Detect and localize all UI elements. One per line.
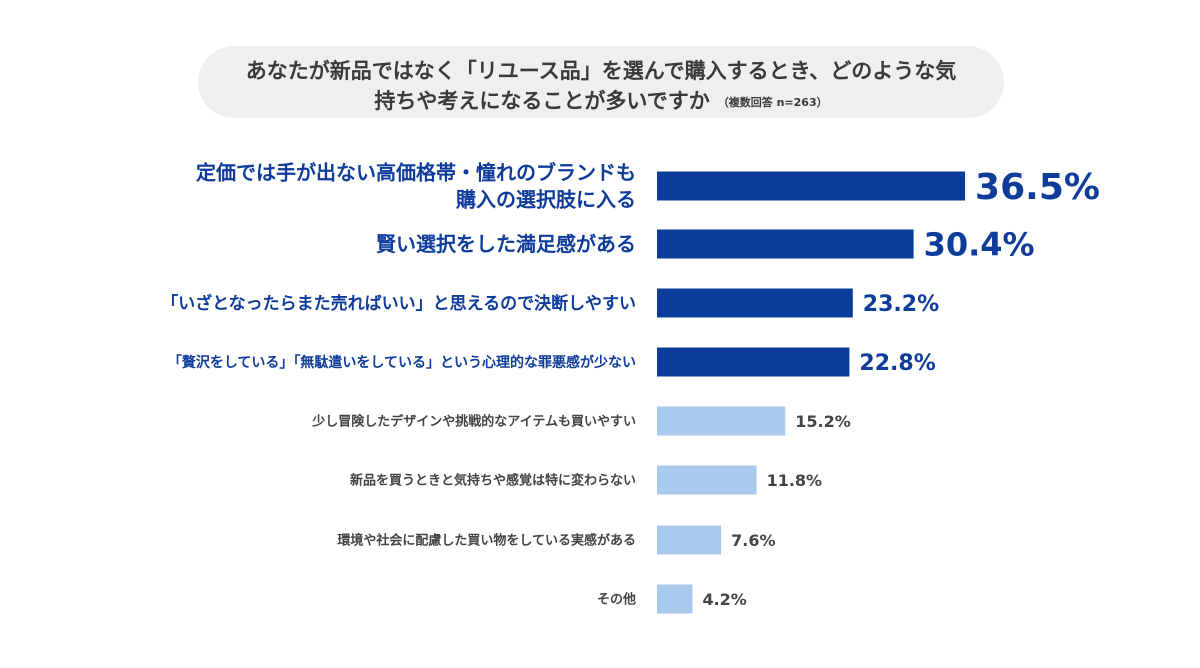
value-label-6: 11.8% bbox=[767, 471, 823, 490]
category-label-4-line-1: 「贅沢をしている」「無駄遣いをしている」という心理的な罪悪感が少ない bbox=[168, 354, 636, 371]
category-label-1-line-1: 定価では手が出ない高価格帯・憧れのブランドも bbox=[196, 161, 636, 185]
bar-7 bbox=[657, 525, 722, 555]
category-label-8: その他 bbox=[597, 592, 636, 608]
value-label-7: 7.6% bbox=[731, 531, 775, 550]
category-label-2-line-1: 賢い選択をした満足感がある bbox=[376, 232, 636, 256]
bar-3 bbox=[657, 288, 853, 318]
bar-1 bbox=[657, 171, 966, 201]
category-label-1-line-2: 購入の選択肢に入る bbox=[456, 188, 636, 212]
value-label-8: 4.2% bbox=[702, 590, 746, 609]
value-label-1: 36.5% bbox=[975, 167, 1100, 208]
chart-title-line2-text: 持ちや考えになることが多いですか bbox=[374, 89, 710, 113]
value-label-5: 15.2% bbox=[795, 412, 851, 431]
category-label-7-line-1: 環境や社会に配慮した買い物をしている実感がある bbox=[337, 533, 636, 549]
chart-title-line1: あなたが新品ではなく「リユース品」を選んで購入するとき、どのような気 bbox=[245, 59, 957, 83]
value-label-4: 22.8% bbox=[859, 351, 935, 376]
category-label-5: 少し冒険したデザインや挑戦的なアイテムも買いやすい bbox=[311, 414, 636, 430]
category-label-3-line-1: 「いざとなったらまた売ればいい」と思えるので決断しやすい bbox=[161, 293, 636, 314]
category-label-7: 環境や社会に配慮した買い物をしている実感がある bbox=[337, 533, 636, 549]
bar-4 bbox=[657, 347, 850, 377]
bar-6 bbox=[657, 465, 757, 495]
category-label-3: 「いざとなったらまた売ればいい」と思えるので決断しやすい bbox=[161, 293, 636, 314]
value-label-3: 23.2% bbox=[863, 292, 939, 317]
chart-title-box: あなたが新品ではなく「リユース品」を選んで購入するとき、どのような気 持ちや考え… bbox=[198, 46, 1004, 118]
bar-5 bbox=[657, 406, 786, 436]
value-label-2: 30.4% bbox=[924, 226, 1035, 264]
category-label-2: 賢い選択をした満足感がある bbox=[376, 232, 636, 256]
category-label-8-line-1: その他 bbox=[597, 592, 636, 608]
chart-title-line2: 持ちや考えになることが多いですか （複数回答 n=263） bbox=[198, 88, 1004, 116]
category-label-6-line-1: 新品を買うときと気持ちや感覚は特に変わらない bbox=[350, 473, 636, 489]
respondent-note: （複数回答 n=263） bbox=[717, 96, 828, 109]
category-label-5-line-1: 少し冒険したデザインや挑戦的なアイテムも買いやすい bbox=[311, 414, 636, 430]
category-label-4: 「贅沢をしている」「無駄遣いをしている」という心理的な罪悪感が少ない bbox=[168, 354, 636, 371]
category-label-6: 新品を買うときと気持ちや感覚は特に変わらない bbox=[350, 473, 636, 489]
bar-8 bbox=[657, 584, 693, 614]
bar-2 bbox=[657, 229, 914, 259]
